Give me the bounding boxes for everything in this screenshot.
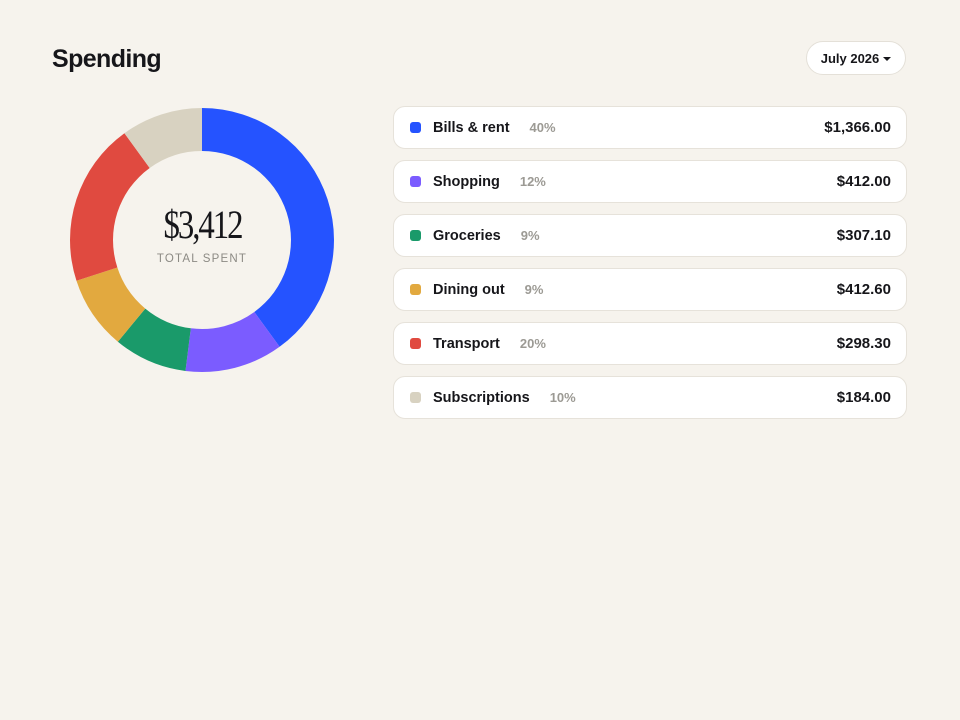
swatch-icon — [410, 284, 421, 295]
category-list: Bills & rent 40% $1,366.00 Shopping 12% … — [393, 106, 907, 430]
category-amount: $412.00 — [836, 173, 891, 190]
category-row-transport[interactable]: Transport 20% $298.30 — [393, 322, 907, 365]
category-row-dining-out[interactable]: Dining out 9% $412.60 — [393, 268, 907, 311]
category-amount: $1,366.00 — [824, 119, 891, 136]
donut-slice-subscriptions — [124, 108, 202, 168]
category-name: Subscriptions — [433, 389, 530, 406]
swatch-icon — [410, 230, 421, 241]
donut-slice-shopping — [185, 312, 280, 372]
month-selector-button[interactable]: July 2026 — [806, 41, 906, 75]
swatch-icon — [410, 176, 421, 187]
category-percent: 10% — [549, 390, 576, 405]
donut-svg — [69, 108, 334, 372]
donut-slice-dining-out — [76, 267, 146, 342]
category-name: Shopping — [433, 173, 500, 190]
category-name: Dining out — [433, 281, 505, 298]
category-percent: 9% — [524, 282, 544, 297]
donut-slice-transport — [69, 133, 150, 281]
category-row-shopping[interactable]: Shopping 12% $412.00 — [393, 160, 907, 203]
donut-slice-bills-rent — [202, 108, 334, 347]
category-amount: $184.00 — [836, 389, 891, 406]
category-percent: 20% — [519, 336, 546, 351]
donut-slice-groceries — [117, 308, 191, 371]
category-row-subscriptions[interactable]: Subscriptions 10% $184.00 — [393, 376, 907, 419]
category-amount: $298.30 — [836, 335, 891, 352]
category-percent: 12% — [519, 174, 546, 189]
category-amount: $307.10 — [836, 227, 891, 244]
category-row-groceries[interactable]: Groceries 9% $307.10 — [393, 214, 907, 257]
category-percent: 40% — [529, 120, 556, 135]
category-name: Transport — [433, 335, 500, 352]
page-title: Spending — [52, 45, 162, 73]
swatch-icon — [410, 122, 421, 133]
category-name: Groceries — [433, 227, 501, 244]
caret-down-icon — [883, 56, 892, 61]
category-amount: $412.60 — [836, 281, 891, 298]
category-row-bills-rent[interactable]: Bills & rent 40% $1,366.00 — [393, 106, 907, 149]
month-selector-label: July 2026 — [820, 50, 880, 66]
category-name: Bills & rent — [433, 119, 510, 136]
swatch-icon — [410, 338, 421, 349]
spending-donut-chart: $3,412 TOTAL SPENT — [68, 106, 336, 374]
swatch-icon — [410, 392, 421, 403]
category-percent: 9% — [520, 228, 540, 243]
